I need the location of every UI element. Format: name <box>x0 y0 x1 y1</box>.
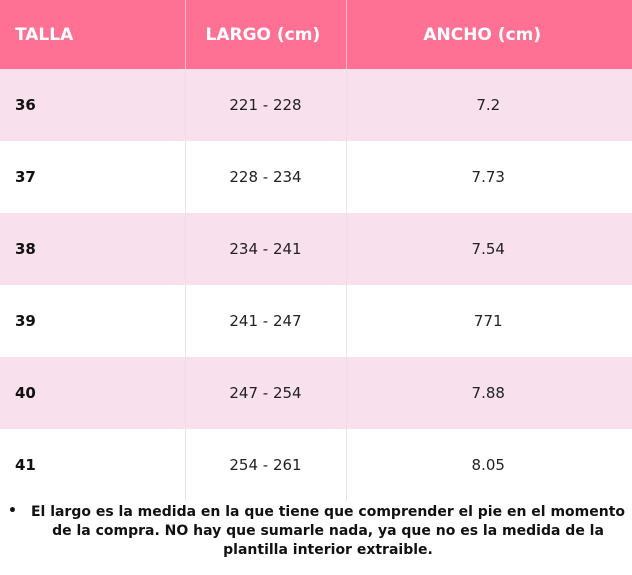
table-row: 37 228 - 234 7.73 <box>0 141 632 213</box>
cell-width: 771 <box>346 285 632 357</box>
cell-size: 38 <box>0 213 186 285</box>
bullet-icon: • <box>8 503 17 519</box>
cell-width: 7.2 <box>346 69 632 141</box>
cell-width: 7.88 <box>346 357 632 429</box>
cell-size: 41 <box>0 429 186 501</box>
cell-length: 221 - 228 <box>185 69 347 141</box>
header-width: ANCHO (cm) <box>346 0 632 69</box>
header-row: TALLA LARGO (cm) ANCHO (cm) <box>0 0 632 69</box>
table-row: 41 254 - 261 8.05 <box>0 429 632 501</box>
table-row: 39 241 - 247 771 <box>0 285 632 357</box>
cell-width: 7.54 <box>346 213 632 285</box>
cell-length: 234 - 241 <box>185 213 347 285</box>
cell-size: 39 <box>0 285 186 357</box>
cell-width: 7.73 <box>346 141 632 213</box>
cell-length: 254 - 261 <box>185 429 347 501</box>
cell-length: 241 - 247 <box>185 285 347 357</box>
size-chart-table: TALLA LARGO (cm) ANCHO (cm) 36 221 - 228… <box>0 0 632 501</box>
table-header: TALLA LARGO (cm) ANCHO (cm) <box>0 0 632 69</box>
measurement-note: • El largo es la medida en la que tiene … <box>0 501 632 571</box>
note-text: El largo es la medida en la que tiene qu… <box>30 504 626 558</box>
cell-size: 40 <box>0 357 186 429</box>
header-length: LARGO (cm) <box>185 0 347 69</box>
table-row: 36 221 - 228 7.2 <box>0 69 632 141</box>
header-size: TALLA <box>0 0 186 69</box>
table-row: 40 247 - 254 7.88 <box>0 357 632 429</box>
cell-length: 228 - 234 <box>185 141 347 213</box>
table-body: 36 221 - 228 7.2 37 228 - 234 7.73 38 23… <box>0 69 632 501</box>
cell-length: 247 - 254 <box>185 357 347 429</box>
cell-width: 8.05 <box>346 429 632 501</box>
cell-size: 36 <box>0 69 186 141</box>
table-row: 38 234 - 241 7.54 <box>0 213 632 285</box>
cell-size: 37 <box>0 141 186 213</box>
